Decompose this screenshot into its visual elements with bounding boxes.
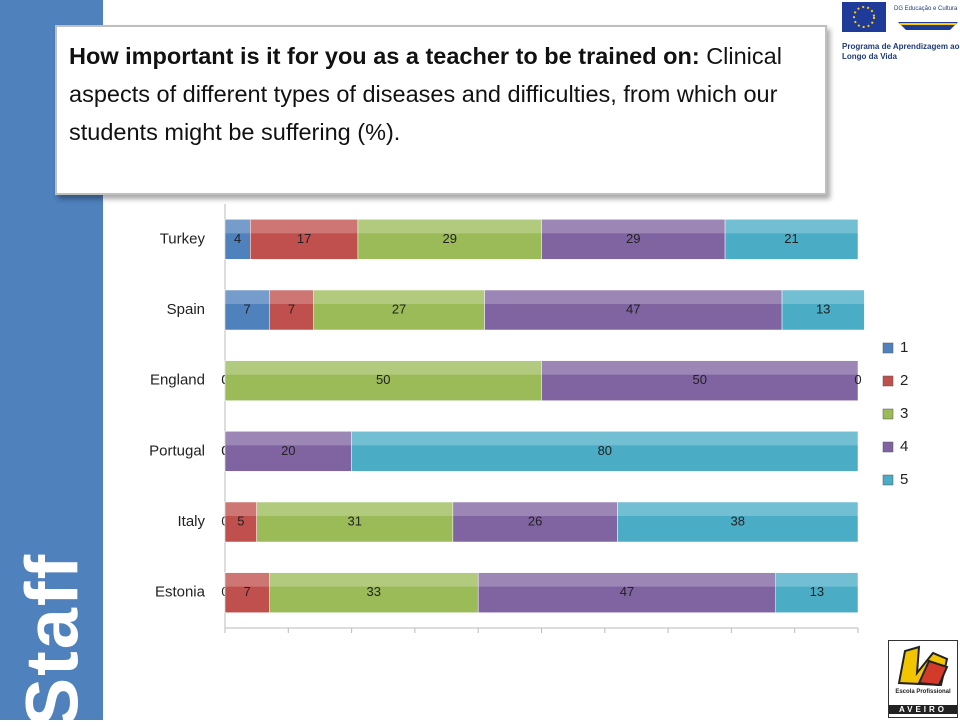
- value-label: 29: [626, 231, 640, 246]
- bar-highlight: [225, 502, 257, 516]
- legend-label: 4: [900, 438, 908, 455]
- bar-segment: [775, 572, 859, 613]
- legend-label: 1: [900, 339, 908, 356]
- eu-line2: Programa de Aprendizagem ao Longo da Vid…: [842, 42, 960, 61]
- eu-line1: DG Educação e Cultura: [894, 6, 958, 12]
- bar-highlight: [478, 572, 776, 587]
- bar-highlight: [225, 360, 542, 375]
- value-label: 80: [598, 443, 612, 458]
- legend-swatch: [882, 441, 894, 453]
- legend-label: 3: [900, 405, 908, 422]
- title-lead: How important is it for you as a teacher…: [69, 43, 700, 69]
- category-label: Turkey: [160, 230, 206, 247]
- bar-segment: [477, 572, 776, 613]
- bar-segment: [452, 501, 618, 543]
- value-label: 0: [854, 372, 861, 387]
- school-logo: Escola Profissional AVEIRO: [888, 640, 958, 718]
- chart-title: Clinical aspects of different types of d…: [69, 43, 782, 145]
- bar-segment: [357, 219, 542, 260]
- value-label: 7: [244, 584, 251, 599]
- bar-highlight: [357, 219, 542, 234]
- legend-label: 2: [900, 372, 908, 389]
- value-label: 13: [816, 301, 830, 316]
- bar-highlight: [250, 219, 358, 234]
- value-label: 21: [784, 231, 798, 246]
- legend-swatch: [882, 474, 894, 486]
- value-label: 26: [528, 513, 542, 528]
- bar-highlight: [313, 290, 485, 304]
- bar-highlight: [225, 431, 352, 446]
- bar-highlight: [269, 572, 479, 587]
- value-label: 20: [281, 443, 295, 458]
- value-label: 13: [810, 584, 824, 599]
- bar-segment: [250, 219, 359, 260]
- bar-segment: [224, 219, 251, 260]
- bar-highlight: [225, 219, 251, 234]
- category-label: Portugal: [149, 442, 205, 459]
- bar-segment: [781, 289, 865, 331]
- bar-highlight: [351, 431, 858, 446]
- value-label: 31: [348, 513, 362, 528]
- bar-highlight: [484, 290, 783, 304]
- bar-highlight: [225, 290, 270, 304]
- bar-segment: [351, 431, 859, 472]
- bar-highlight: [269, 290, 314, 304]
- bar-segment: [256, 501, 454, 543]
- category-label: Italy: [177, 513, 205, 530]
- bar-highlight: [225, 572, 270, 587]
- bar-segment: [541, 360, 859, 401]
- bar-segment: [224, 289, 270, 331]
- bar-segment: [724, 219, 859, 260]
- category-label: England: [150, 372, 205, 389]
- value-label: 50: [376, 372, 390, 387]
- school-emblem: [897, 645, 949, 687]
- bar-highlight: [541, 360, 858, 375]
- value-label: 47: [626, 301, 640, 316]
- bar-segment: [313, 289, 485, 331]
- value-label: 29: [442, 231, 456, 246]
- bar-segment: [224, 501, 257, 543]
- value-label: 7: [244, 301, 251, 316]
- value-label: 5: [237, 513, 244, 528]
- value-label: 38: [730, 513, 744, 528]
- school-line2: AVEIRO: [889, 705, 957, 714]
- bar-segment: [224, 360, 542, 401]
- bar-segment: [224, 431, 352, 472]
- bar-highlight: [541, 219, 726, 234]
- bar-segment: [224, 572, 270, 613]
- school-line1: Escola Profissional: [895, 689, 951, 695]
- bar-segment: [484, 289, 783, 331]
- bar-segment: [617, 501, 859, 543]
- bar-segment: [541, 219, 726, 260]
- eu-logo: DG Educação e Cultura Programa de Aprend…: [838, 0, 960, 66]
- eu-flags: [842, 2, 958, 32]
- category-label: Estonia: [155, 584, 206, 601]
- legend-label: 5: [900, 471, 908, 488]
- bar-segment: [269, 572, 479, 613]
- bar-highlight: [256, 502, 453, 516]
- bar-highlight: [617, 502, 858, 516]
- value-label: 27: [392, 301, 406, 316]
- value-label: 7: [288, 301, 295, 316]
- bar-segment: [269, 289, 314, 331]
- value-label: 17: [297, 231, 311, 246]
- value-label: 47: [620, 584, 634, 599]
- bar-highlight: [452, 502, 618, 516]
- bar-highlight: [782, 290, 865, 304]
- legend-swatch: [882, 342, 894, 354]
- bar-highlight: [775, 572, 858, 587]
- value-label: 4: [234, 231, 241, 246]
- legend-swatch: [882, 375, 894, 387]
- value-label: 50: [693, 372, 707, 387]
- legend-swatch: [882, 408, 894, 420]
- value-label: 33: [367, 584, 381, 599]
- title-box: How important is it for you as a teacher…: [55, 25, 827, 195]
- category-label: Spain: [167, 301, 205, 318]
- bar-highlight: [725, 219, 858, 234]
